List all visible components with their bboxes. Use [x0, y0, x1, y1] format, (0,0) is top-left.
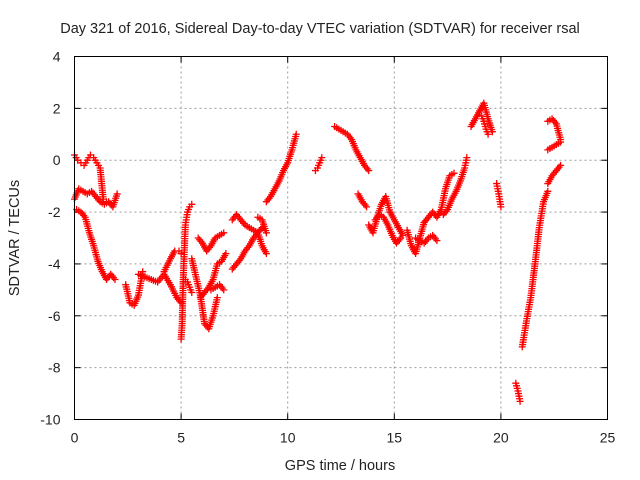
data-points	[71, 99, 565, 405]
x-tick-label: 20	[493, 430, 509, 446]
data-point	[220, 229, 228, 237]
data-point	[262, 229, 270, 237]
data-point	[188, 288, 196, 296]
data-point	[222, 250, 230, 258]
data-point	[497, 203, 505, 211]
data-point	[365, 167, 373, 175]
y-tick-label: 2	[53, 100, 61, 116]
data-point	[557, 161, 565, 169]
y-tick-label: -6	[48, 308, 61, 324]
data-point	[188, 200, 196, 208]
y-tick-label: -10	[40, 412, 60, 428]
data-point	[516, 397, 524, 405]
x-tick-label: 10	[280, 430, 296, 446]
y-axis-label: SDTVAR / TECUs	[7, 180, 23, 296]
data-point	[484, 130, 492, 138]
gridlines	[74, 56, 608, 420]
data-point	[557, 138, 565, 146]
axis-ticks	[74, 56, 608, 420]
chart-title: Day 321 of 2016, Sidereal Day-to-day VTE…	[60, 21, 580, 37]
data-point	[399, 231, 407, 239]
y-tick-label: 0	[53, 152, 61, 168]
data-point	[177, 250, 185, 258]
data-point	[363, 203, 371, 211]
data-point	[102, 198, 110, 206]
x-axis-label: GPS time / hours	[285, 458, 395, 474]
data-point	[544, 187, 552, 195]
data-point	[262, 250, 270, 258]
y-tick-label: -2	[48, 204, 61, 220]
data-point	[463, 154, 471, 162]
data-point	[113, 190, 121, 198]
data-point	[111, 275, 119, 283]
y-tick-label: -8	[48, 360, 61, 376]
plot-frame	[74, 56, 608, 420]
y-tick-label: -4	[48, 256, 61, 272]
x-tick-label: 25	[600, 430, 616, 446]
x-tick-label: 5	[177, 430, 185, 446]
data-point	[177, 299, 185, 307]
data-point	[213, 294, 221, 302]
data-point	[220, 286, 228, 294]
x-tick-label: 15	[387, 430, 403, 446]
data-point	[318, 154, 326, 162]
data-point	[450, 169, 458, 177]
x-tick-label: 0	[71, 430, 79, 446]
tick-labels: 0 5 10 15 20 25 -10 -8 -6 -4 -2 0 2 4	[40, 49, 615, 446]
data-point	[433, 237, 441, 245]
data-point	[292, 130, 300, 138]
y-tick-label: 4	[53, 49, 61, 65]
